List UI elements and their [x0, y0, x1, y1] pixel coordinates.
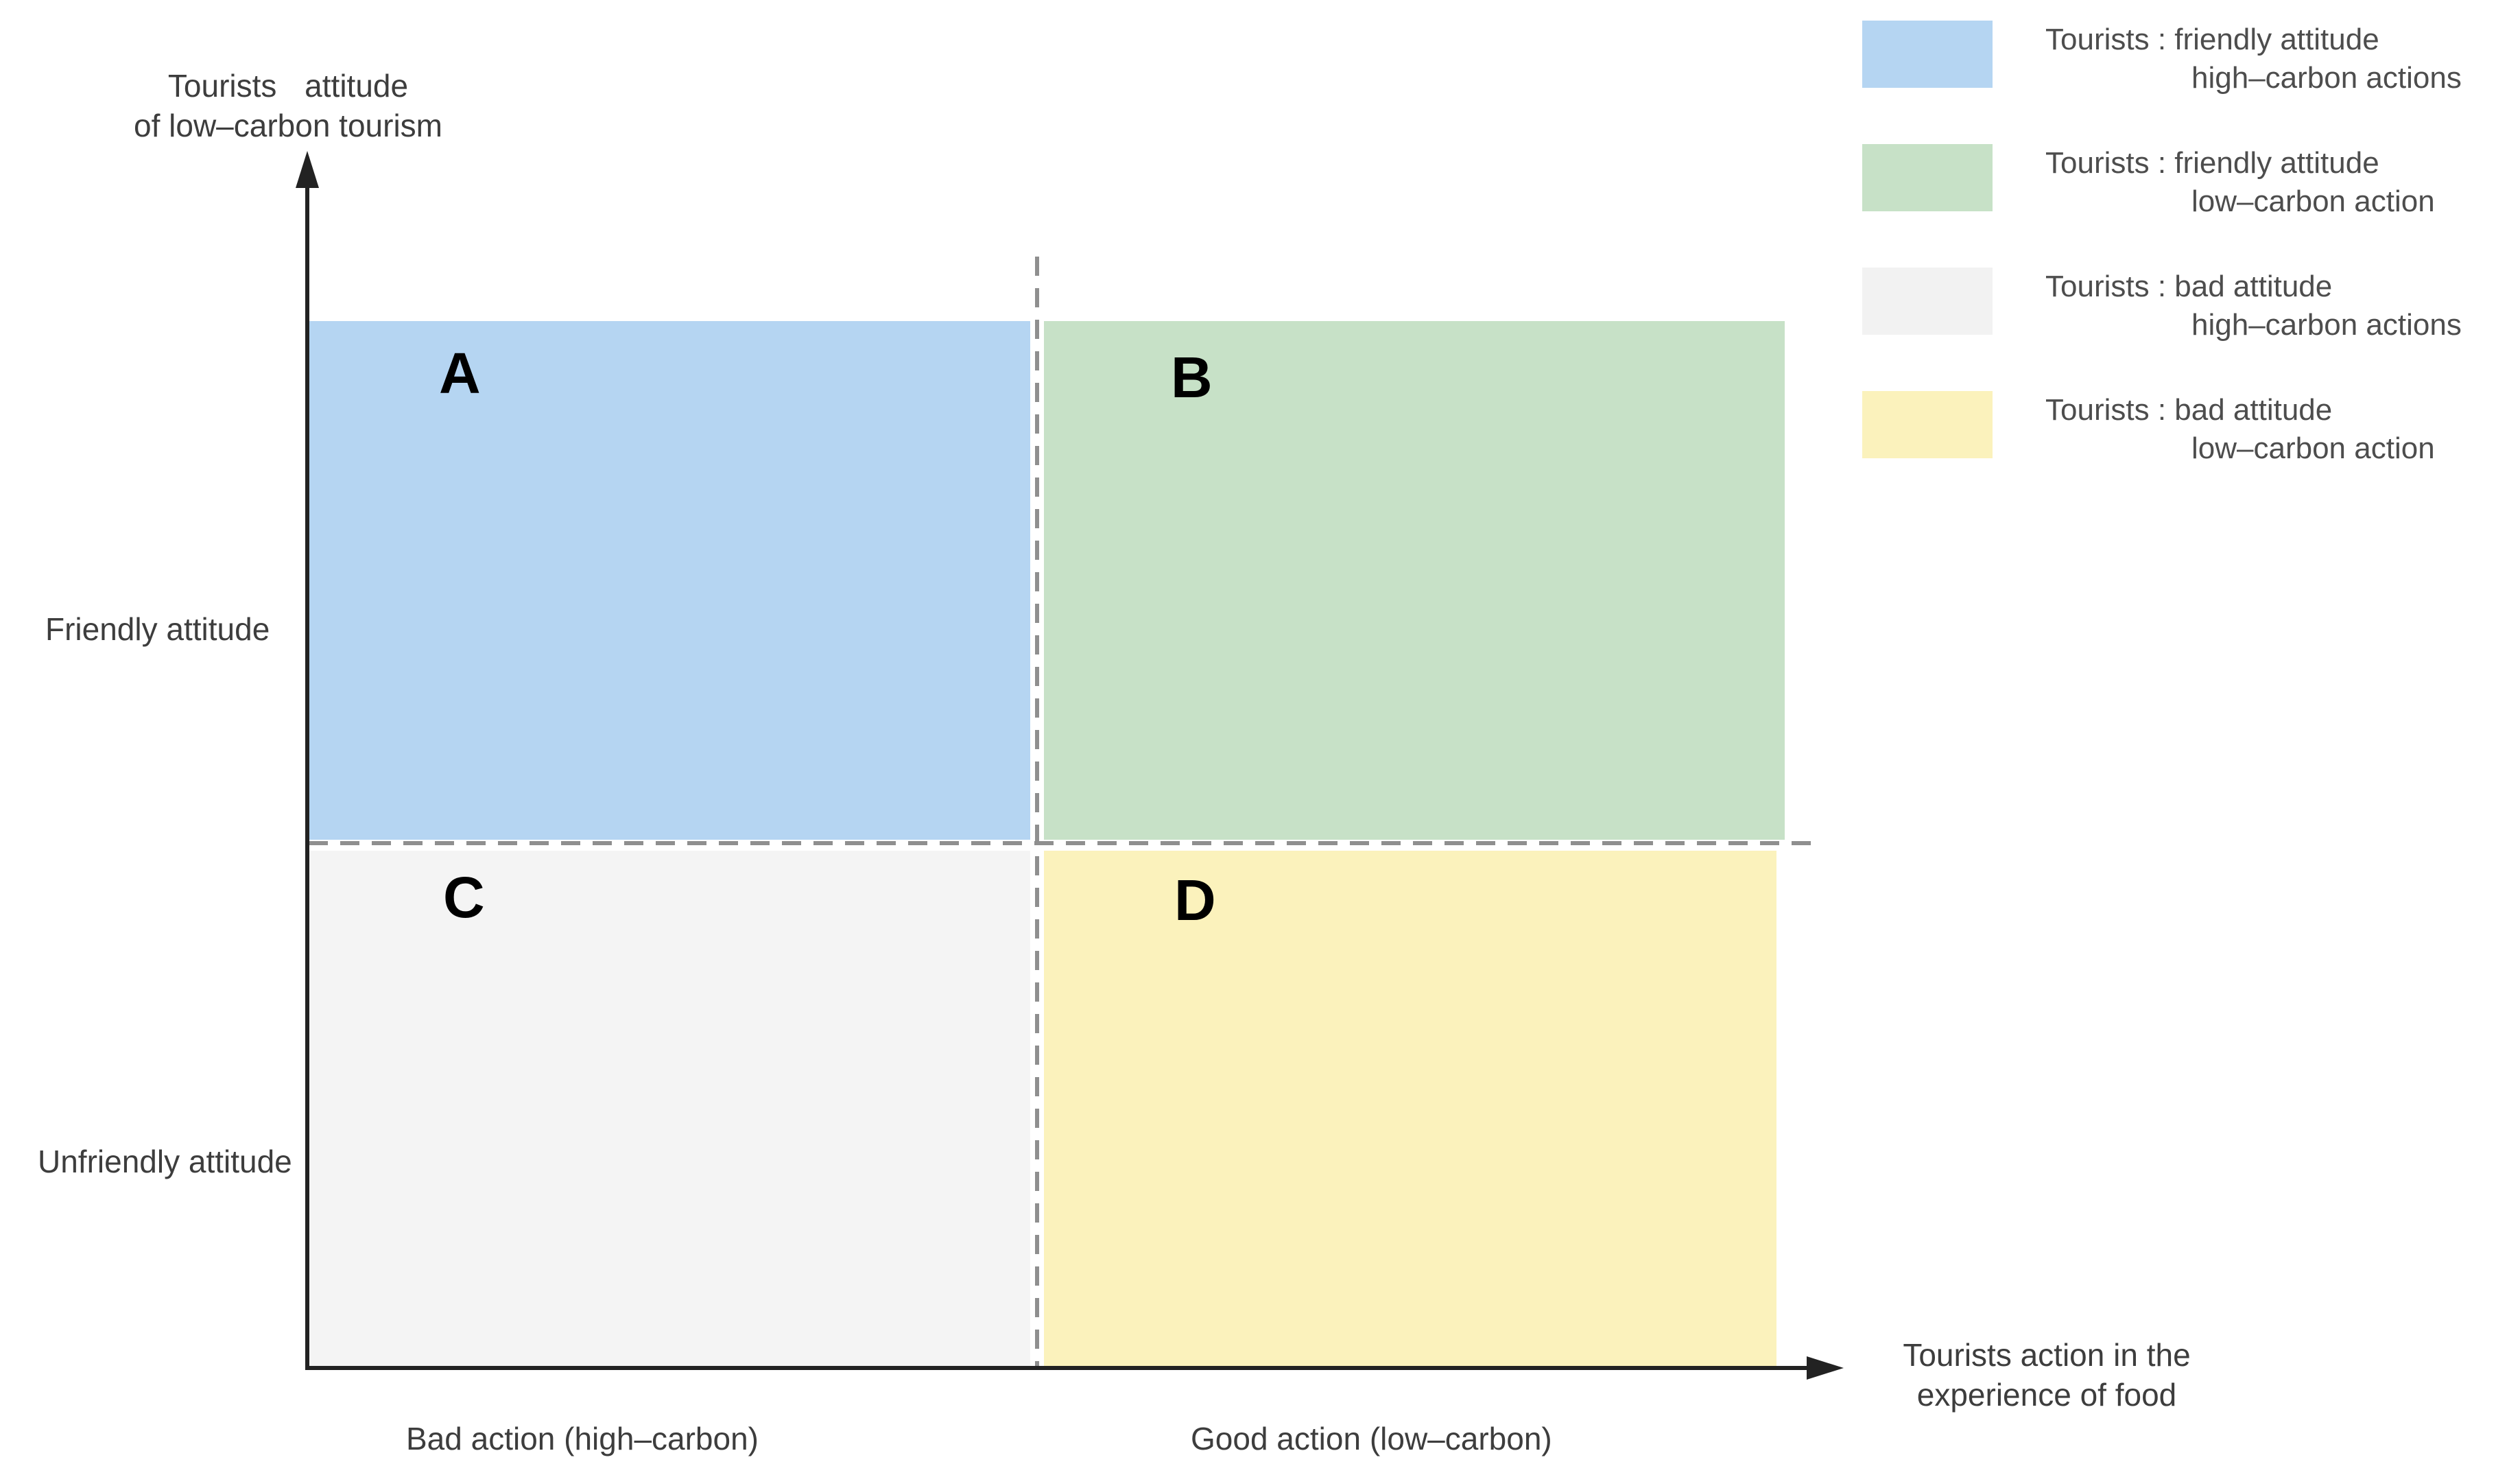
x-axis-title-line1: Tourists action in the — [1903, 1337, 2191, 1373]
quadrant-b — [1044, 321, 1785, 840]
legend-item: Tourists : bad attitude high–carbon acti… — [1862, 268, 2462, 344]
legend-line2: high–carbon actions — [2191, 308, 2462, 342]
horizontal-divider-dashed-line — [309, 841, 1818, 845]
x-axis-line — [305, 1366, 1814, 1370]
legend-swatch-bad-low-carbon — [1862, 391, 1993, 458]
friendly-attitude-label: Friendly attitude — [45, 611, 270, 647]
quadrant-c — [309, 851, 1030, 1367]
legend-line2: high–carbon actions — [2191, 61, 2462, 95]
quadrant-a-label: A — [439, 341, 481, 405]
legend-swatch-friendly-low-carbon — [1862, 144, 1993, 211]
legend-line1: Tourists : bad attitude — [2045, 270, 2333, 303]
quadrant-c-label: C — [443, 865, 485, 930]
good-action-label: Good action (low–carbon) — [1191, 1421, 1552, 1456]
legend-item: Tourists : friendly attitude low–carbon … — [1862, 144, 2435, 221]
quadrant-d-label: D — [1174, 868, 1216, 932]
vertical-divider-dashed-line — [1035, 257, 1039, 1367]
y-axis-title-line2: of low–carbon tourism — [134, 108, 442, 143]
legend-line2: low–carbon action — [2191, 185, 2435, 218]
y-axis-arrowhead — [296, 151, 319, 188]
x-axis-title-line2: experience of food — [1916, 1377, 2177, 1413]
legend-swatch-bad-high-carbon — [1862, 268, 1993, 335]
quadrant-d — [1044, 851, 1776, 1367]
y-axis-title-line1: Tourists attitude — [167, 68, 409, 104]
unfriendly-attitude-label: Unfriendly attitude — [38, 1144, 292, 1179]
y-axis-title: Tourists attitude of low–carbon tourism — [89, 66, 487, 145]
legend-line1: Tourists : bad attitude — [2045, 393, 2333, 427]
legend-swatch-friendly-high-carbon — [1862, 21, 1993, 88]
legend-item: Tourists : bad attitude low–carbon actio… — [1862, 391, 2435, 468]
bad-action-label: Bad action (high–carbon) — [406, 1421, 759, 1456]
legend-item: Tourists : friendly attitude high–carbon… — [1862, 21, 2462, 97]
y-axis-line — [305, 175, 309, 1369]
legend-line1: Tourists : friendly attitude — [2045, 23, 2379, 56]
legend-line1: Tourists : friendly attitude — [2045, 146, 2379, 180]
x-axis-title: Tourists action in the experience of foo… — [1868, 1335, 2225, 1415]
quadrant-b-label: B — [1171, 345, 1213, 410]
quadrant-a — [309, 321, 1030, 840]
x-axis-arrowhead — [1807, 1356, 1844, 1380]
legend-line2: low–carbon action — [2191, 432, 2435, 465]
